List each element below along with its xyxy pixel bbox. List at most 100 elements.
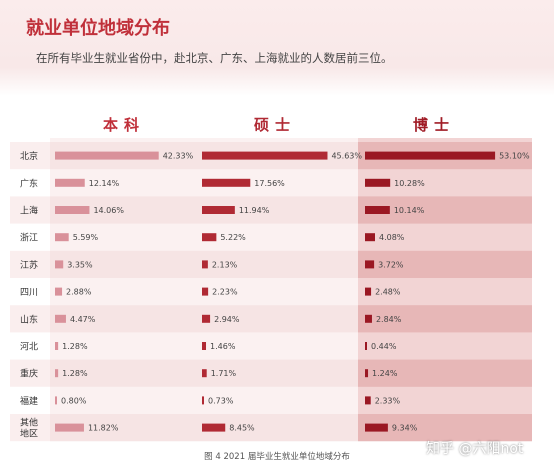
value-label: 42.33% — [163, 152, 194, 161]
value-label: 1.71% — [211, 369, 237, 378]
bar-series-3 — [365, 369, 369, 378]
value-label: 1.46% — [210, 342, 236, 351]
bar-series-3 — [365, 233, 375, 242]
row-stripe — [198, 359, 358, 387]
category-label: 浙江 — [20, 232, 38, 244]
category-label: 广东 — [20, 177, 38, 189]
series-header-3: 博士 — [413, 116, 455, 134]
row-stripe — [10, 196, 50, 224]
bar-series-2 — [202, 287, 209, 296]
value-label: 14.06% — [93, 206, 124, 215]
bar-series-2 — [202, 423, 226, 432]
category-label: 其他 — [20, 417, 38, 429]
value-label: 0.44% — [371, 342, 397, 351]
row-stripe — [10, 250, 50, 278]
value-label: 1.28% — [62, 342, 88, 351]
column-background — [50, 138, 198, 442]
value-label: 2.13% — [212, 260, 238, 269]
bar-series-1 — [55, 206, 90, 214]
row-stripe — [358, 250, 532, 278]
value-label: 4.47% — [70, 315, 96, 324]
value-label: 1.28% — [62, 369, 88, 378]
value-label: 53.10% — [499, 152, 530, 161]
row-stripe — [50, 359, 198, 387]
row-stripe — [10, 414, 50, 442]
bar-series-3 — [365, 151, 496, 160]
row-stripe — [50, 305, 198, 333]
page-title: 就业单位地域分布 — [26, 18, 170, 39]
bar-series-1 — [55, 342, 59, 350]
bar-series-2 — [202, 369, 207, 378]
value-label: 0.73% — [208, 396, 234, 405]
value-label: 0.80% — [61, 396, 87, 405]
value-label: 4.08% — [379, 233, 405, 242]
bar-series-1 — [55, 287, 63, 296]
value-label: 2.48% — [375, 288, 401, 297]
bar-series-3 — [365, 396, 371, 405]
category-label: 山东 — [20, 313, 38, 325]
watermark: 知乎 @六阳not — [426, 441, 524, 457]
row-stripe — [50, 250, 198, 278]
value-label: 10.14% — [394, 206, 425, 215]
value-label: 11.94% — [239, 206, 270, 215]
category-label: 北京 — [20, 150, 38, 162]
value-label: 1.24% — [372, 369, 398, 378]
value-label: 3.72% — [378, 260, 404, 269]
value-label: 2.33% — [375, 396, 401, 405]
category-label: 河北 — [20, 341, 38, 353]
bar-series-3 — [365, 423, 388, 432]
bar-series-2 — [202, 260, 208, 269]
column-background — [198, 138, 358, 442]
header-band: 就业单位地域分布 在所有毕业生就业省份中，赴北京、广东、上海就业的人数居前三位。 — [0, 0, 554, 96]
bar-series-1 — [55, 260, 64, 269]
bar-series-2 — [202, 396, 205, 405]
bar-series-2 — [202, 178, 251, 187]
value-label: 17.56% — [254, 179, 285, 188]
value-label: 45.63% — [331, 152, 362, 161]
category-label: 福建 — [20, 395, 38, 407]
value-label: 11.82% — [88, 424, 119, 433]
bar-series-1 — [55, 151, 159, 160]
value-label: 9.34% — [392, 424, 418, 433]
category-label-line2: 地区 — [20, 428, 38, 440]
row-stripe — [198, 250, 358, 278]
bar-series-3 — [365, 287, 372, 296]
value-label: 2.94% — [214, 315, 240, 324]
value-label: 10.28% — [394, 179, 425, 188]
bar-series-3 — [365, 178, 391, 187]
category-label: 四川 — [20, 288, 38, 298]
bar-series-3 — [365, 342, 367, 350]
figure-caption: 图 4 2021 届毕业生就业单位地域分布 — [204, 452, 350, 462]
bar-series-1 — [55, 423, 84, 432]
bar-series-1 — [55, 396, 57, 405]
bar-series-1 — [55, 233, 69, 242]
bar-series-2 — [202, 342, 207, 350]
value-label: 5.59% — [73, 233, 99, 242]
category-label: 江苏 — [20, 259, 38, 271]
value-label: 2.88% — [66, 288, 92, 297]
value-label: 8.45% — [229, 424, 255, 433]
bar-series-2 — [202, 206, 235, 214]
row-stripe — [358, 359, 532, 387]
category-label: 上海 — [20, 205, 38, 217]
bar-series-1 — [55, 178, 85, 187]
bar-series-2 — [202, 233, 217, 242]
bar-series-3 — [365, 260, 375, 269]
value-label: 2.23% — [212, 288, 238, 297]
series-header-2: 硕士 — [254, 116, 296, 134]
row-stripe — [198, 305, 358, 333]
bar-series-3 — [365, 314, 372, 323]
bar-series-1 — [55, 369, 59, 378]
category-label: 重庆 — [20, 368, 38, 380]
bar-series-3 — [365, 206, 390, 214]
row-stripe — [10, 359, 50, 387]
row-stripe — [10, 305, 50, 333]
value-label: 5.22% — [220, 233, 246, 242]
bar-series-2 — [202, 314, 211, 323]
bar-series-2 — [202, 151, 328, 160]
series-header-1: 本科 — [103, 116, 145, 134]
value-label: 12.14% — [89, 179, 120, 188]
row-stripe — [358, 305, 532, 333]
value-label: 2.84% — [376, 315, 402, 324]
row-stripe — [10, 142, 50, 170]
